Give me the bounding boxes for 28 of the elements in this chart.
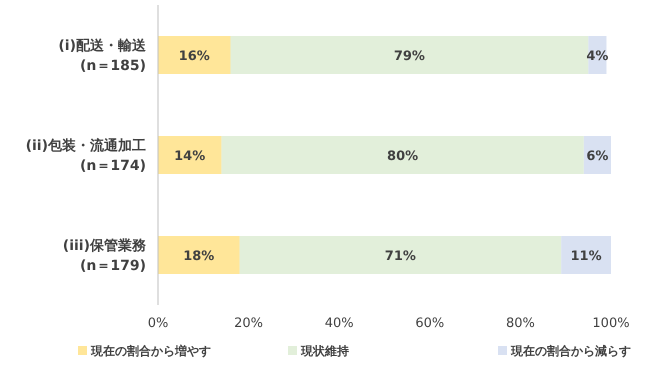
- legend-label: 現状維持: [300, 344, 349, 358]
- x-tick-label: 40%: [324, 316, 354, 331]
- legend-label: 現在の割合から増やす: [90, 344, 211, 358]
- bar: [158, 36, 230, 74]
- x-tick-label: 80%: [506, 316, 535, 331]
- y-tick-label: (iii)保管業務 (n＝179): [62, 238, 147, 274]
- data-label: 16%: [178, 49, 210, 64]
- data-label: 18%: [183, 249, 214, 264]
- bar: [158, 236, 240, 274]
- bar: [230, 36, 588, 74]
- data-label: 80%: [387, 149, 418, 164]
- data-label: 4%: [586, 49, 608, 64]
- legend-label: 現在の割合から減らす: [510, 344, 631, 358]
- x-tick-label: 20%: [234, 316, 264, 331]
- y-tick-label: (i)配送・輸送 (n＝185): [58, 38, 147, 74]
- data-label: 14%: [174, 149, 206, 164]
- data-label: 79%: [394, 49, 425, 64]
- data-label: 71%: [384, 249, 416, 264]
- x-tick-label: 60%: [415, 316, 444, 331]
- y-tick-label: (ii)包装・流通加工 (n＝174): [26, 137, 146, 174]
- x-tick-label: 100%: [592, 316, 630, 331]
- bar: [221, 136, 584, 174]
- bar: [158, 136, 222, 174]
- bar: [240, 236, 562, 274]
- data-label: 11%: [570, 249, 602, 264]
- bar: [561, 236, 611, 274]
- x-tick-label: 0%: [148, 316, 168, 331]
- data-label: 6%: [586, 149, 608, 164]
